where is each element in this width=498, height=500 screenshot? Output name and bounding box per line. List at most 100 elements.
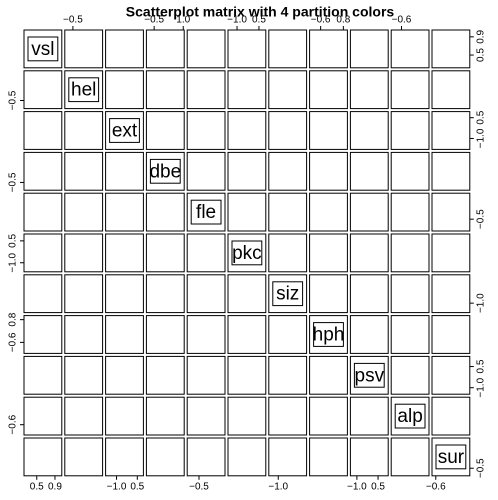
panel <box>431 29 471 69</box>
diag-box <box>109 118 140 143</box>
panel <box>64 192 104 232</box>
panel <box>145 192 185 232</box>
tick-label: −0.5 <box>144 15 164 26</box>
tick-label: −0.6 <box>8 332 19 352</box>
diag-box <box>435 444 467 470</box>
panel <box>64 315 104 354</box>
panel <box>186 192 226 232</box>
panel <box>23 355 63 395</box>
panel <box>227 151 267 191</box>
panel <box>268 315 308 354</box>
panel <box>390 70 430 110</box>
panel <box>105 111 144 150</box>
panel <box>390 437 430 477</box>
diag-box <box>272 281 304 307</box>
panel <box>145 396 185 436</box>
tick-label: 0.9 <box>475 29 486 43</box>
panel <box>309 396 348 436</box>
panel <box>105 151 144 191</box>
panel <box>349 70 389 110</box>
panel <box>23 437 63 477</box>
panel <box>23 396 63 436</box>
panel <box>268 233 308 273</box>
panel <box>105 396 144 436</box>
diag-box <box>353 362 385 388</box>
tick-label: 1.0 <box>176 15 190 26</box>
panel <box>186 111 226 150</box>
tick-label: −1.0 <box>475 377 486 397</box>
panel <box>349 192 389 232</box>
panel <box>186 437 226 477</box>
panel <box>431 315 471 354</box>
panel <box>145 315 185 354</box>
panel <box>186 233 226 273</box>
panel <box>390 192 430 232</box>
panel <box>349 29 389 69</box>
panel <box>105 315 144 354</box>
diag-box <box>394 403 426 429</box>
panel <box>105 274 144 314</box>
panel <box>145 111 185 150</box>
panel <box>349 274 389 314</box>
panel <box>268 192 308 232</box>
tick-label: −1.0 <box>227 15 247 26</box>
variable-label: dbe <box>149 161 181 182</box>
panel <box>23 233 63 273</box>
panel <box>145 355 185 395</box>
panel <box>268 70 308 110</box>
tick-label: 0.5 <box>130 481 144 492</box>
tick-label: −0.6 <box>426 481 446 492</box>
tick-label: −1.0 <box>107 481 127 492</box>
panel <box>64 29 104 69</box>
panel <box>23 29 63 69</box>
panel <box>431 396 471 436</box>
panel <box>431 233 471 273</box>
variable-label: hph <box>313 325 345 346</box>
variable-label: psv <box>355 365 385 386</box>
panel <box>105 29 144 69</box>
panel <box>145 233 185 273</box>
panel <box>227 437 267 477</box>
variable-label: sur <box>438 447 465 468</box>
panel <box>105 437 144 477</box>
panel <box>309 111 348 150</box>
tick-label: 0.8 <box>8 312 19 326</box>
panel <box>309 233 348 273</box>
panel <box>390 396 430 436</box>
panel <box>227 29 267 69</box>
panel <box>268 111 308 150</box>
tick-label: −1.0 <box>475 293 486 313</box>
tick-label: −1.0 <box>475 128 486 148</box>
panel <box>64 437 104 477</box>
panel <box>431 355 471 395</box>
panel <box>145 437 185 477</box>
panel <box>64 151 104 191</box>
panel <box>309 437 348 477</box>
panel <box>309 29 348 69</box>
panel <box>309 70 348 110</box>
tick-label: −0.5 <box>189 481 209 492</box>
variable-label: hel <box>71 80 96 101</box>
panel <box>268 151 308 191</box>
panel <box>431 192 471 232</box>
variable-label: pkc <box>232 243 262 264</box>
tick-label: −1.0 <box>347 481 367 492</box>
tick-label: −0.5 <box>8 90 19 110</box>
tick-label: −0.6 <box>311 15 331 26</box>
panel <box>145 29 185 69</box>
panel <box>349 355 389 395</box>
variable-label: vsl <box>31 39 54 60</box>
tick-label: 0.5 <box>475 110 486 124</box>
panel <box>105 233 144 273</box>
variable-label: siz <box>276 284 299 305</box>
panel <box>23 315 63 354</box>
tick-label: 0.5 <box>475 48 486 62</box>
diag-box <box>190 199 222 225</box>
panel <box>268 396 308 436</box>
panel <box>186 29 226 69</box>
diag-box <box>68 77 100 103</box>
tick-label: −0.5 <box>8 172 19 192</box>
panel <box>227 355 267 395</box>
